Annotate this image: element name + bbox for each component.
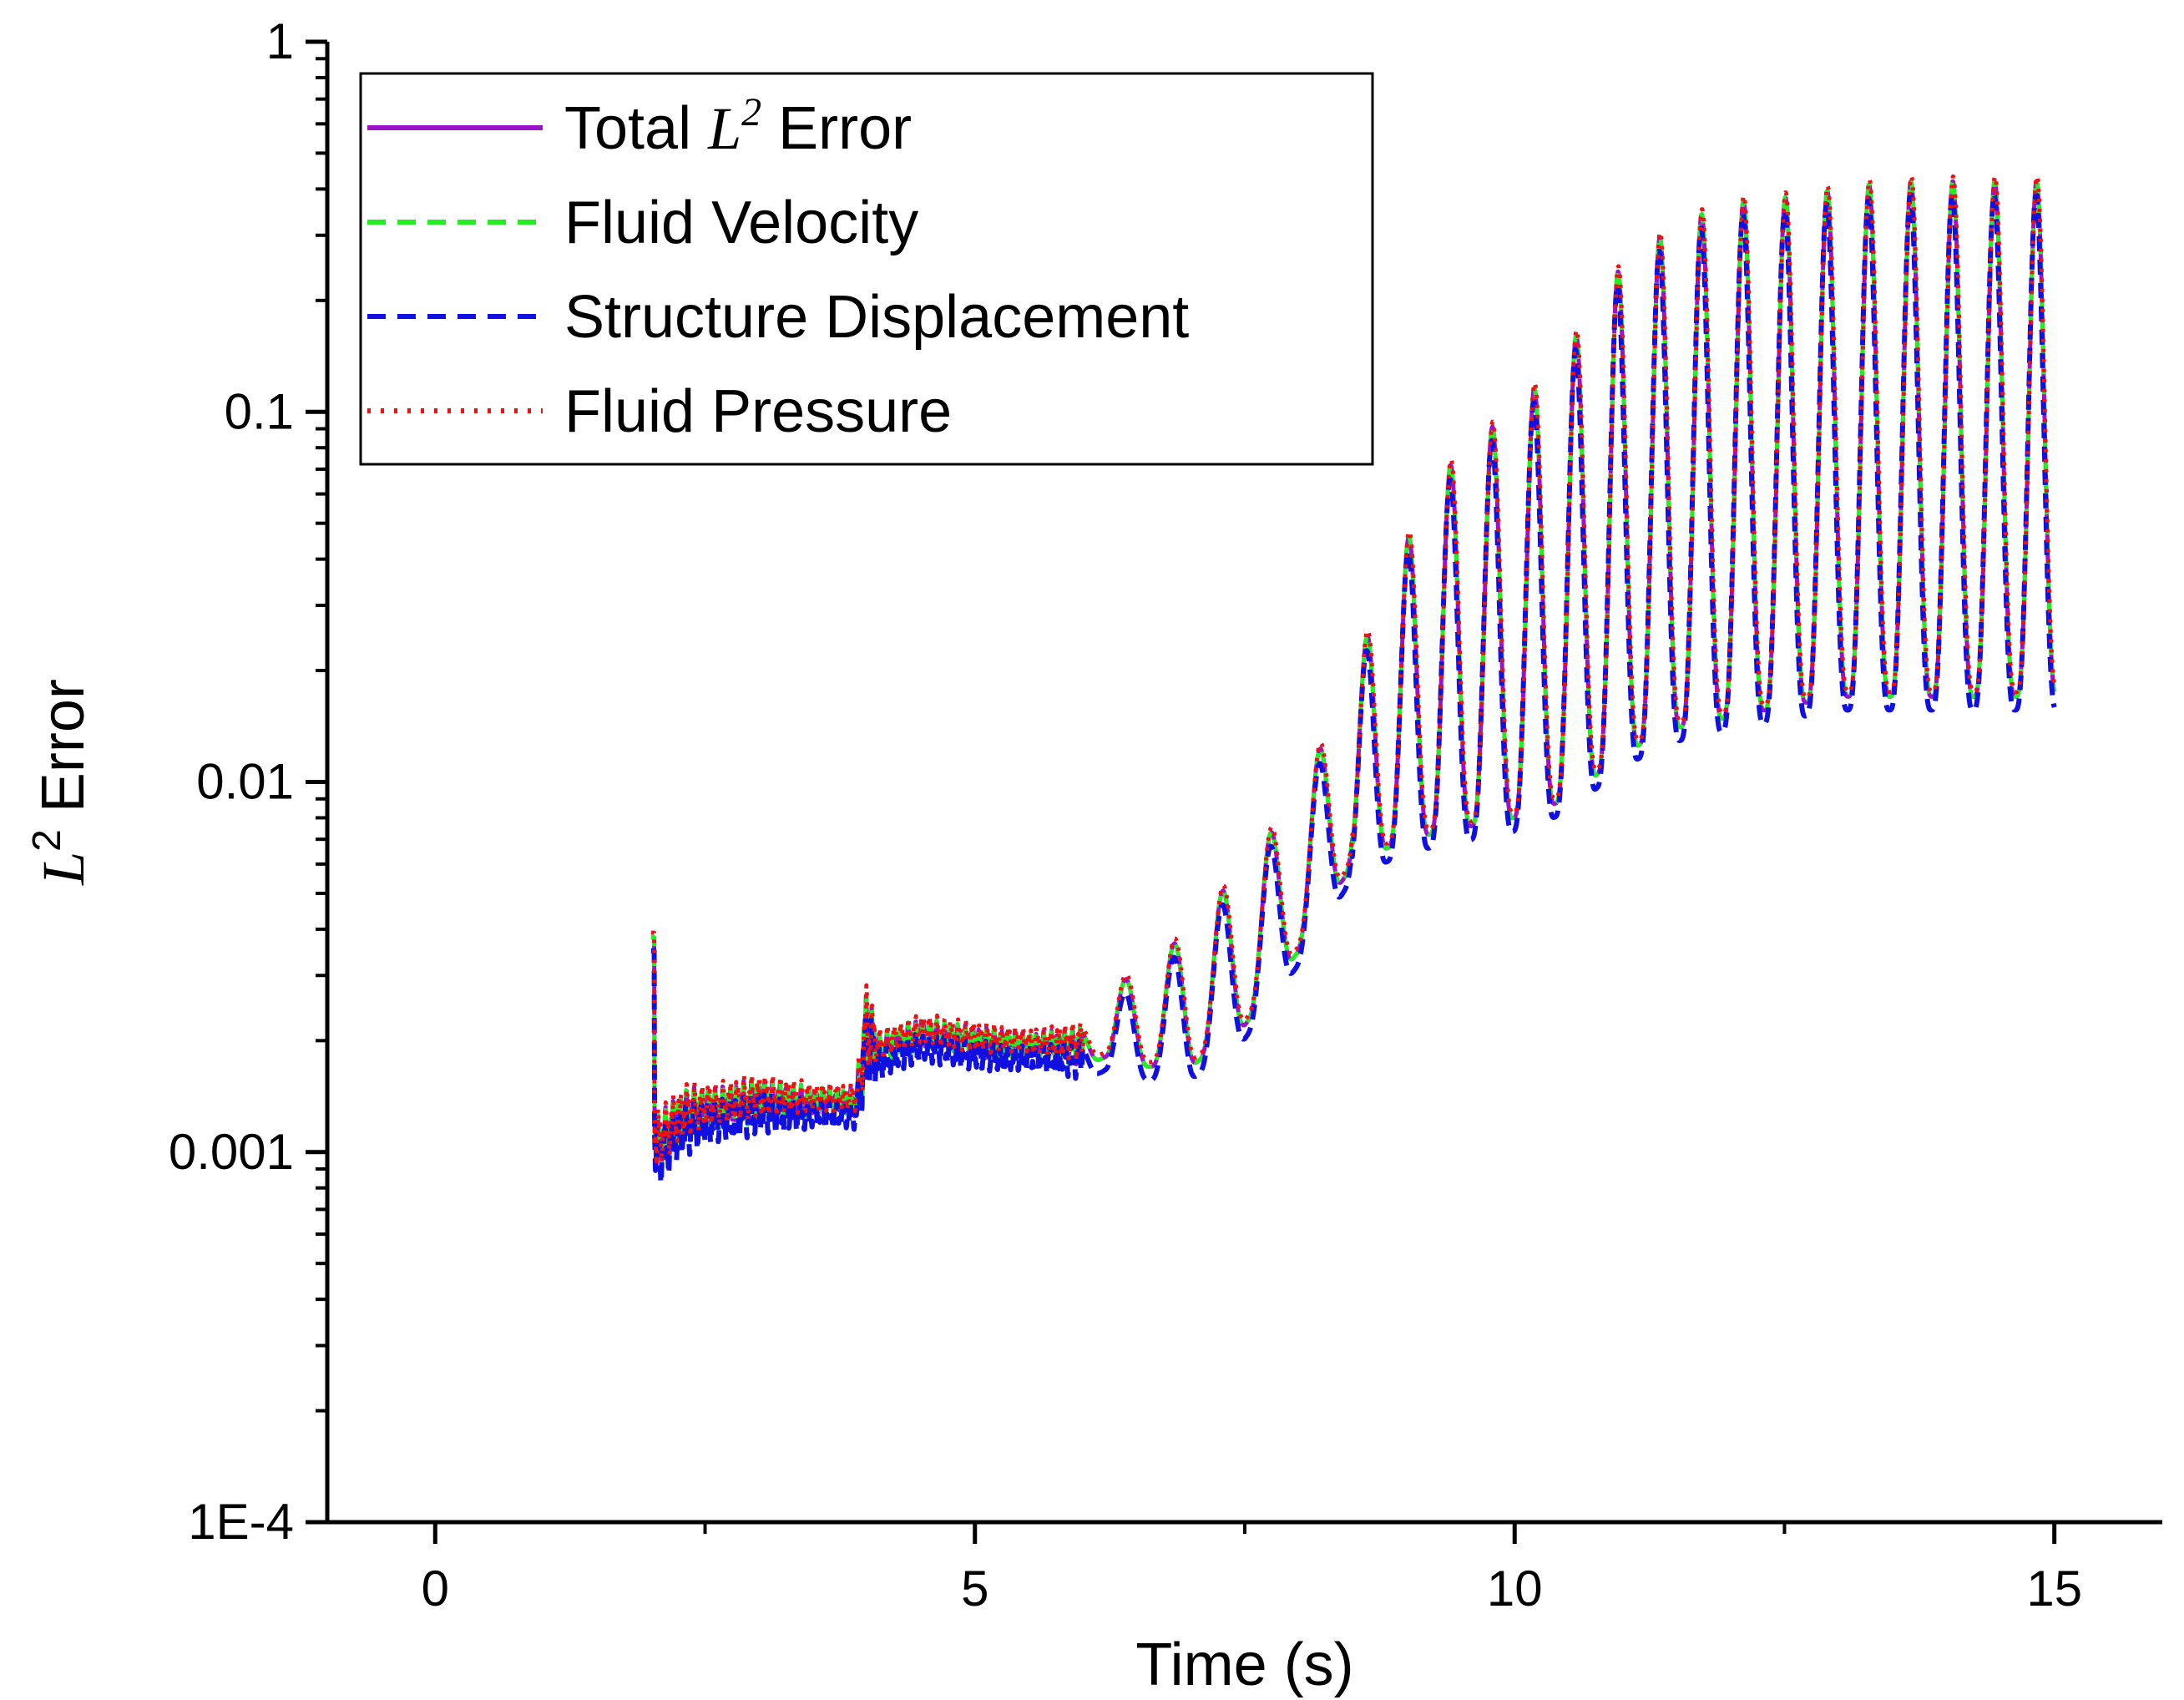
y-axis-title-sup: 2 (25, 829, 69, 852)
legend-label: Total L2 Error (564, 90, 912, 162)
x-tick-label: 0 (422, 1561, 449, 1617)
x-tick-label: 5 (961, 1561, 988, 1617)
series-line-fluid-pressure (649, 174, 2057, 1167)
x-tick-label: 10 (1487, 1561, 1543, 1617)
y-tick-label: 1 (266, 13, 294, 69)
legend-label: Structure Displacement (564, 284, 1189, 351)
y-axis-title-math: L (30, 852, 97, 886)
y-axis-title: L2 Error (25, 679, 97, 886)
legend: Total L2 Error Fluid Velocity Structure Di… (359, 72, 1374, 466)
legend-label: Fluid Velocity (564, 190, 918, 256)
y-tick-label: 1E-4 (188, 1494, 294, 1550)
x-axis-title: Time (s) (1135, 1632, 1353, 1698)
y-tick-label: 0.001 (169, 1124, 294, 1180)
y-axis-title-rest: Error (30, 679, 97, 829)
x-tick-label: 15 (2026, 1561, 2082, 1617)
series-layer (649, 174, 2057, 1186)
legend-box (359, 72, 1374, 466)
y-tick-label: 0.01 (196, 754, 294, 810)
axes: 0 5 10 15 1 0.1 0.01 0.001 1E-4 (169, 13, 2162, 1617)
series-line-structure-displacement (649, 192, 2057, 1186)
legend-label: Fluid Pressure (564, 378, 952, 445)
y-tick-label: 0.1 (225, 383, 294, 439)
